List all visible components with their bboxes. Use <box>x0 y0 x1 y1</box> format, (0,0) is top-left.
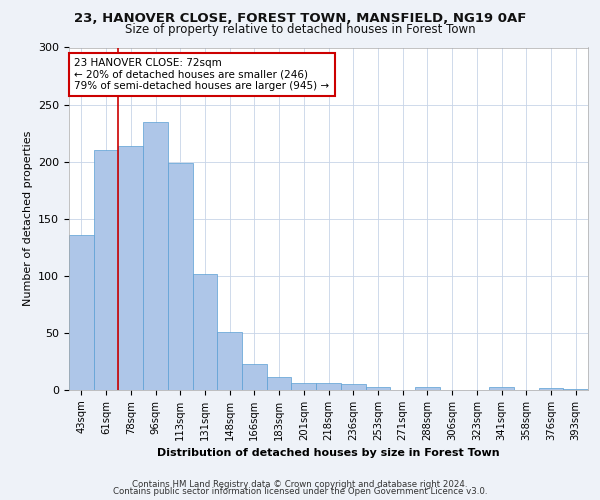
Bar <box>94 150 118 390</box>
Text: 23, HANOVER CLOSE, FOREST TOWN, MANSFIELD, NG19 0AF: 23, HANOVER CLOSE, FOREST TOWN, MANSFIEL… <box>74 12 526 24</box>
Bar <box>143 122 168 390</box>
Bar <box>563 389 588 390</box>
X-axis label: Distribution of detached houses by size in Forest Town: Distribution of detached houses by size … <box>157 448 500 458</box>
Bar <box>292 383 316 390</box>
Bar <box>69 234 94 390</box>
Y-axis label: Number of detached properties: Number of detached properties <box>23 131 32 306</box>
Text: Contains HM Land Registry data © Crown copyright and database right 2024.: Contains HM Land Registry data © Crown c… <box>132 480 468 489</box>
Bar <box>489 386 514 390</box>
Bar <box>341 384 365 390</box>
Bar <box>242 364 267 390</box>
Bar <box>316 383 341 390</box>
Bar <box>217 332 242 390</box>
Bar <box>539 388 563 390</box>
Text: Size of property relative to detached houses in Forest Town: Size of property relative to detached ho… <box>125 22 475 36</box>
Text: Contains public sector information licensed under the Open Government Licence v3: Contains public sector information licen… <box>113 488 487 496</box>
Bar <box>168 163 193 390</box>
Bar <box>365 386 390 390</box>
Bar <box>267 378 292 390</box>
Bar <box>193 274 217 390</box>
Text: 23 HANOVER CLOSE: 72sqm
← 20% of detached houses are smaller (246)
79% of semi-d: 23 HANOVER CLOSE: 72sqm ← 20% of detache… <box>74 58 329 91</box>
Bar <box>118 146 143 390</box>
Bar <box>415 386 440 390</box>
